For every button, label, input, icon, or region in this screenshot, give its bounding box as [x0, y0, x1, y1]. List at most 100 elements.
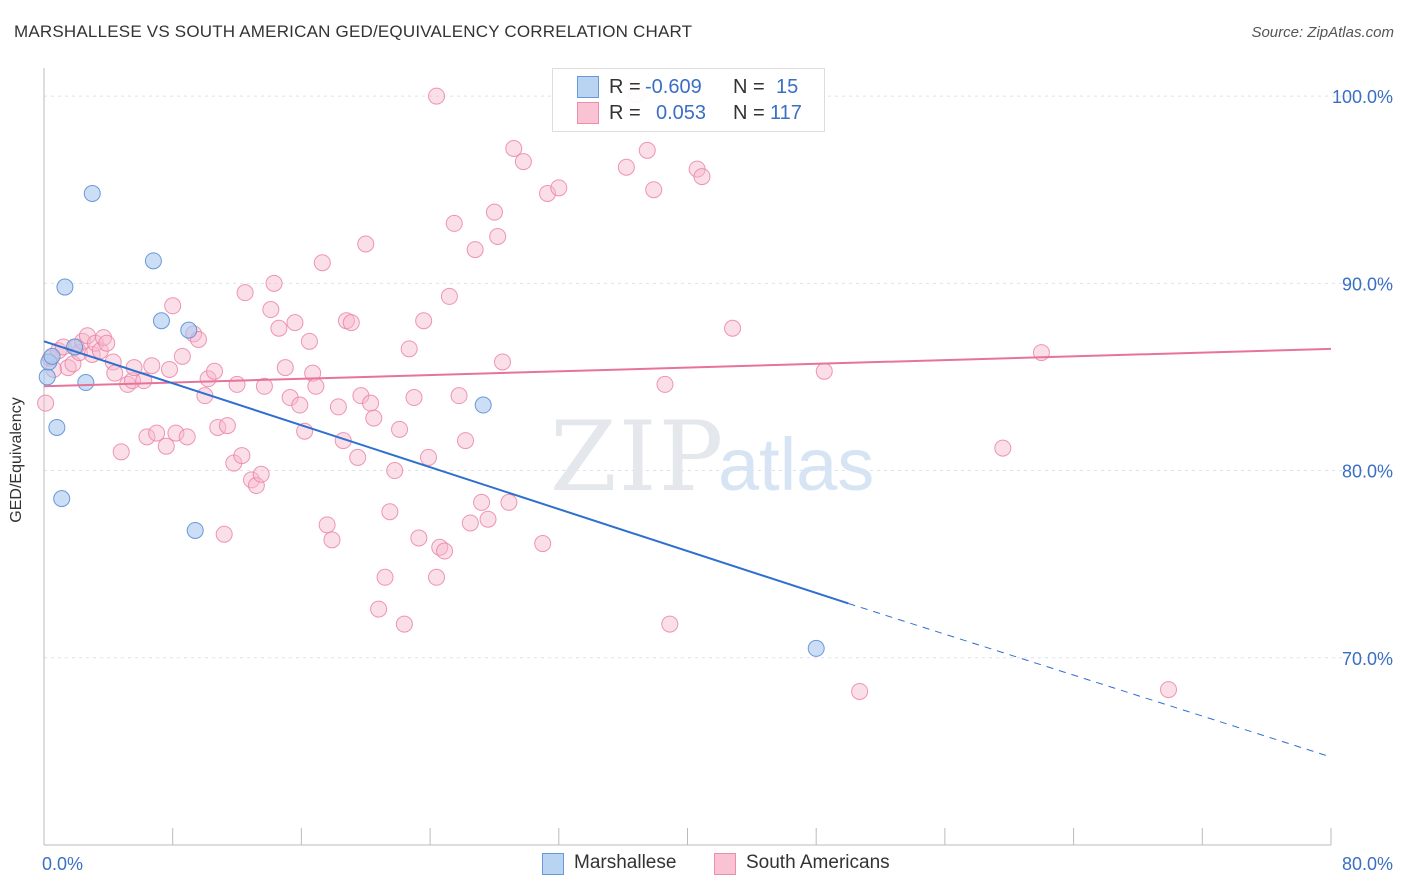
south-americans-point	[376, 568, 394, 586]
south-americans-point	[148, 424, 166, 442]
south-americans-point	[419, 448, 437, 466]
legend-r-value: -0.609	[645, 75, 702, 98]
south-americans-point	[307, 377, 325, 395]
south-americans-point	[500, 493, 518, 511]
south-americans-point	[493, 353, 511, 371]
south-americans-point	[286, 314, 304, 332]
south-americans-point	[167, 424, 185, 442]
south-americans-point	[270, 319, 288, 337]
marshallese-point	[186, 521, 204, 539]
marshallese-point	[807, 639, 825, 657]
marshallese-points	[38, 184, 825, 657]
watermark: ZIP atlas	[550, 401, 874, 513]
marshallese-point	[152, 312, 170, 330]
south-americans-point	[206, 362, 224, 380]
legend-r-label: R =	[609, 75, 641, 98]
legend-n-value: 15	[776, 75, 799, 98]
south-americans-point	[656, 375, 674, 393]
south-americans-point	[370, 600, 388, 618]
south-americans-point	[436, 542, 454, 560]
y-tick-label: 70.0%	[1342, 649, 1393, 669]
south-americans-point	[95, 329, 113, 347]
y-tick-label: 100.0%	[1332, 87, 1393, 107]
south-americans-legend-swatch	[714, 853, 736, 875]
y-tick-label: 90.0%	[1342, 274, 1393, 294]
south-americans-point	[617, 158, 635, 176]
south-americans-point	[349, 448, 367, 466]
south-americans-point	[228, 375, 246, 393]
south-americans-point	[428, 568, 446, 586]
south-americans-point	[304, 364, 322, 382]
south-americans-point	[661, 615, 679, 633]
marshallese-point	[38, 368, 56, 386]
legend-r-value: 0.053	[656, 101, 707, 124]
marshallese-point	[48, 418, 66, 436]
south-americans-point	[461, 514, 479, 532]
south-americans-point	[440, 287, 458, 305]
south-americans-point	[450, 387, 468, 405]
south-americans-point	[638, 141, 656, 159]
tick-labels: 100.0% 90.0% 80.0% 70.0% 0.0% 80.0%	[42, 87, 1393, 874]
south-americans-point	[178, 428, 196, 446]
south-americans-point	[215, 525, 233, 543]
south-americans-point	[255, 377, 273, 395]
south-americans-point	[485, 203, 503, 221]
south-americans-point	[514, 153, 532, 171]
south-americans-point	[236, 284, 254, 302]
south-americans-point	[489, 228, 507, 246]
chart-title: MARSHALLESE VS SOUTH AMERICAN GED/EQUIVA…	[14, 22, 693, 41]
south-americans-point	[98, 334, 116, 352]
south-americans-legend-label: South Americans	[746, 852, 890, 873]
south-americans-point	[428, 87, 446, 105]
south-americans-point	[994, 439, 1012, 457]
marshallese-legend-label: Marshallese	[574, 852, 677, 873]
south-americans-point	[693, 168, 711, 186]
marshallese-point	[144, 252, 162, 270]
south-americans-points	[37, 85, 1178, 700]
south-americans-point	[106, 364, 124, 382]
south-americans-point	[466, 241, 484, 259]
south-americans-point	[247, 477, 265, 495]
marshallese-point	[77, 374, 95, 392]
south-americans-point	[539, 184, 557, 202]
south-americans-point	[218, 417, 236, 435]
south-americans-point	[262, 301, 280, 319]
south-americans-trend-line	[43, 347, 1332, 388]
south-americans-point	[550, 179, 568, 197]
south-americans-point	[252, 465, 270, 483]
south-americans-point	[233, 447, 251, 465]
south-americans-swatch	[577, 102, 599, 124]
south-americans-point	[365, 409, 383, 427]
x-tick-label: 80.0%	[1342, 854, 1393, 874]
south-americans-point	[410, 529, 428, 547]
x-tick-label: 0.0%	[42, 854, 83, 874]
south-americans-point	[645, 181, 663, 199]
south-americans-point	[160, 360, 178, 378]
south-americans-point	[405, 389, 423, 407]
south-americans-point	[391, 420, 409, 438]
axes	[43, 68, 1332, 846]
south-americans-point	[362, 394, 380, 412]
watermark-atlas: atlas	[718, 423, 874, 506]
south-americans-point	[724, 319, 742, 337]
south-americans-point	[456, 432, 474, 450]
south-americans-point	[357, 235, 375, 253]
watermark-zip: ZIP	[550, 401, 725, 513]
trend-lines	[43, 340, 1332, 758]
south-americans-point	[381, 503, 399, 521]
marshallese-trend-extension	[848, 602, 1332, 758]
south-americans-point	[243, 471, 261, 489]
south-americans-point	[329, 398, 347, 416]
south-americans-point	[400, 340, 418, 358]
correlation-legend: R = -0.609 N = 15 R = 0.053 N = 117	[552, 68, 825, 132]
y-axis-label: GED/Equivalency	[8, 397, 25, 523]
legend-n-label: N =	[733, 75, 765, 98]
south-americans-point	[815, 362, 833, 380]
south-americans-point	[143, 357, 161, 375]
marshallese-point	[474, 396, 492, 414]
south-americans-point	[342, 314, 360, 332]
south-americans-point	[164, 297, 182, 315]
legend-r-label: R =	[609, 101, 641, 124]
south-americans-point	[534, 535, 552, 553]
south-americans-point	[505, 140, 523, 158]
